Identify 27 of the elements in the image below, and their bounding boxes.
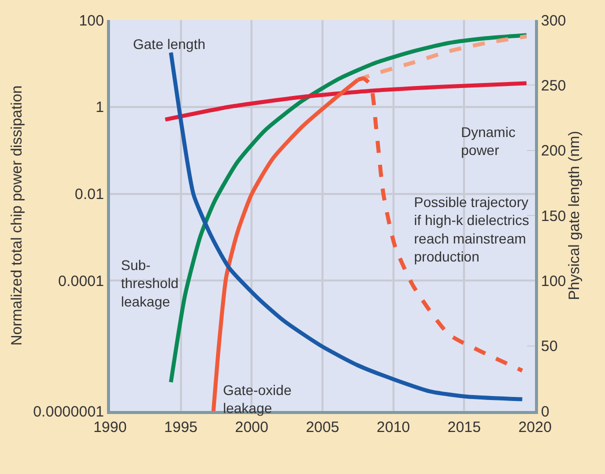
y2-tick-label: 200 (541, 142, 566, 160)
y2-tick-label: 150 (541, 208, 566, 225)
x-tick-label: 2010 (376, 419, 410, 436)
y-tick-label: 1 (96, 99, 104, 116)
line-series (163, 81, 528, 122)
y2-tick-label: 100 (541, 272, 566, 290)
text: Dynamic power (461, 124, 516, 158)
y-axis-title: Normalized total chip power dissipation (8, 85, 26, 346)
y2-tick-label: 300 (541, 12, 566, 30)
series-label: Gate length (133, 36, 206, 52)
x-tick-label: 2015 (447, 419, 481, 436)
y2-axis-title: Physical gate length (nm) (566, 130, 584, 300)
y2-tick-label: 0 (541, 403, 550, 420)
y-tick-label: 0.0001 (58, 272, 104, 290)
x-tick-label: 2020 (518, 419, 552, 436)
series-label: Sub- threshold leakage (121, 257, 179, 310)
x-tick-label: 1995 (164, 419, 198, 436)
series-label: Possible trajectory if high-k dielectrics reach mainstream production (414, 194, 530, 265)
y-tick-label: 0.0000001 (33, 403, 104, 420)
y2-tick-label: 50 (541, 338, 558, 356)
x-tick-label: 2000 (234, 419, 268, 436)
x-tick-label: 2005 (306, 419, 340, 436)
series-label: Gate-oxide leakage (223, 382, 292, 416)
x-tick-label: 1990 (93, 419, 127, 436)
y-tick-label: 0.01 (74, 186, 104, 204)
y-tick-label: 100 (78, 12, 104, 30)
y2-tick-label: 250 (541, 77, 566, 94)
